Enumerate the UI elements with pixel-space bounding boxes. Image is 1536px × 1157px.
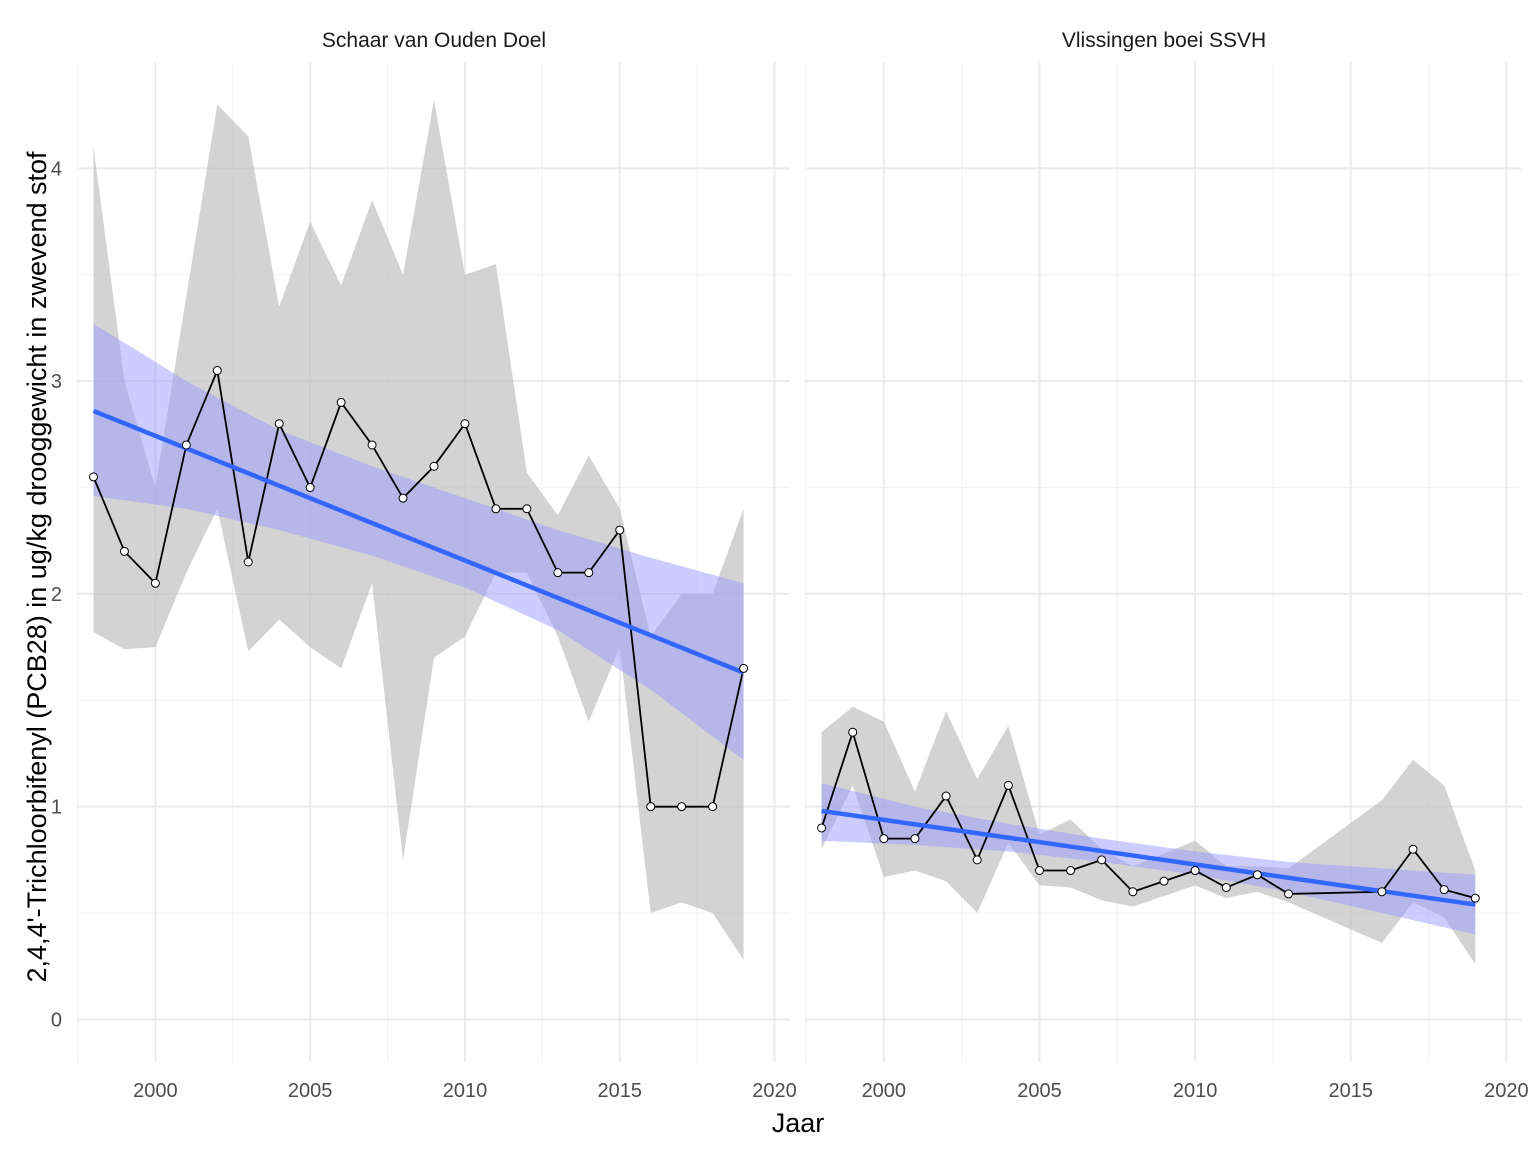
x-tick-label: 2015 <box>597 1080 642 1102</box>
data-point <box>739 663 749 673</box>
data-point <box>1034 866 1044 876</box>
data-point <box>88 472 98 482</box>
data-point <box>879 834 889 844</box>
data-point <box>1066 866 1076 876</box>
data-point <box>817 823 827 833</box>
y-tick-label: 0 <box>51 1009 62 1031</box>
trend-line <box>821 808 1476 907</box>
data-point <box>708 802 718 812</box>
data-point <box>910 834 920 844</box>
y-tick-label: 2 <box>51 584 62 606</box>
x-tick-label: 2015 <box>1329 1080 1374 1102</box>
data-point <box>491 504 501 514</box>
data-point <box>553 568 563 578</box>
panel-2: Vlissingen boei SSVH 2000 2005 2010 2015 2020 <box>805 29 1529 1102</box>
data-point <box>615 525 625 535</box>
series-line <box>820 729 1476 900</box>
y-tick-label: 3 <box>51 371 62 393</box>
data-point <box>243 557 253 567</box>
data-point <box>119 546 129 556</box>
data-point <box>1190 866 1200 876</box>
data-point <box>848 727 858 737</box>
trend-line <box>92 408 745 675</box>
data-point <box>181 440 191 450</box>
data-point <box>460 419 470 429</box>
data-point <box>1252 870 1262 880</box>
data-point <box>646 802 656 812</box>
x-tick-label: 2020 <box>752 1080 797 1102</box>
data-point <box>150 578 160 588</box>
x-tick-label: 2005 <box>1017 1080 1062 1102</box>
data-point <box>398 493 408 503</box>
data-point <box>677 802 687 812</box>
data-point <box>1377 887 1387 897</box>
data-point <box>1284 889 1294 899</box>
data-point <box>522 504 532 514</box>
x-tick-label: 2010 <box>1173 1080 1218 1102</box>
series-line <box>92 367 745 808</box>
data-point <box>212 366 222 376</box>
data-point <box>429 461 439 471</box>
data-point <box>1470 893 1480 903</box>
data-point <box>1159 876 1169 886</box>
x-tick-label: 2000 <box>133 1080 178 1102</box>
y-tick-label: 1 <box>51 797 62 819</box>
x-tick-label: 2020 <box>1484 1080 1529 1102</box>
data-point <box>1128 887 1138 897</box>
x-axis-title: Jaar <box>772 1108 825 1138</box>
x-tick-label: 2010 <box>443 1080 488 1102</box>
panel-title: Schaar van Ouden Doel <box>322 29 546 52</box>
panel-title: Vlissingen boei SSVH <box>1062 29 1266 52</box>
data-point <box>1408 844 1418 854</box>
data-point <box>1221 883 1231 893</box>
y-tick-label: 4 <box>51 158 62 180</box>
data-point <box>305 483 315 493</box>
data-point <box>1097 855 1107 865</box>
data-point <box>1003 780 1013 790</box>
range-band <box>821 706 1476 965</box>
data-point <box>941 791 951 801</box>
data-point <box>367 440 377 450</box>
x-tick-label: 2000 <box>862 1080 907 1102</box>
x-tick-label: 2005 <box>288 1080 333 1102</box>
y-axis-title: 2,4,4'-Trichloorbifenyl (PCB28) in ug/kg… <box>22 151 52 983</box>
data-point <box>336 397 346 407</box>
data-point <box>972 855 982 865</box>
data-point <box>1439 885 1449 895</box>
data-point <box>274 419 284 429</box>
data-point <box>584 568 594 578</box>
